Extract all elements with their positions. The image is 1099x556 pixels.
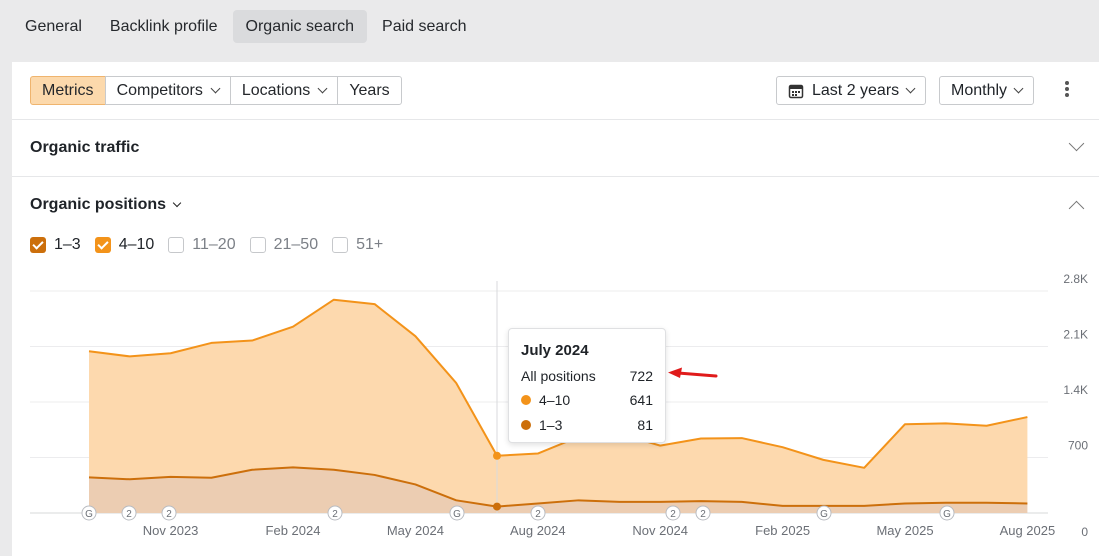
google-update-marker-icon <box>816 505 832 521</box>
google-update-marker-icon <box>939 505 955 521</box>
locations-dropdown[interactable]: Locations <box>229 76 339 105</box>
series-dot-icon <box>521 420 531 430</box>
tab-paid-search[interactable]: Paid search <box>382 18 467 35</box>
granularity-label: Monthly <box>951 82 1008 99</box>
metrics-button[interactable]: Metrics <box>30 76 106 105</box>
top-tab-bar: General Backlink profile Organic search … <box>12 10 480 43</box>
checkbox-box <box>168 237 185 253</box>
google-update-marker-label: 2 <box>332 509 338 520</box>
calendar-icon <box>788 84 804 98</box>
organic-positions-label: Organic positions <box>30 196 167 213</box>
google-update-marker-icon <box>665 505 681 521</box>
checkbox-51-plus[interactable]: 51+ <box>332 236 383 254</box>
x-tick-label: Aug 2024 <box>510 523 566 538</box>
more-options-icon[interactable] <box>1062 81 1072 101</box>
chart-tooltip: July 2024 All positions 722 4–10 641 1–3… <box>508 328 666 443</box>
x-tick-label: Nov 2023 <box>143 523 199 538</box>
tooltip-series-label: 4–10 <box>539 392 571 408</box>
series-area-1-3 <box>89 467 1028 513</box>
x-tick-label: Nov 2024 <box>632 523 688 538</box>
organic-traffic-label: Organic traffic <box>30 139 140 156</box>
checkbox-box <box>332 237 349 253</box>
checkbox-11-20[interactable]: 11–20 <box>168 236 236 254</box>
tooltip-series-label: 1–3 <box>539 417 563 433</box>
x-tick-label: Feb 2024 <box>266 523 321 538</box>
granularity-dropdown[interactable]: Monthly <box>939 76 1035 105</box>
y-tick-label: 2.1K <box>1063 328 1088 342</box>
tooltip-row-4-10: 4–10 641 <box>521 391 653 409</box>
date-range-dropdown[interactable]: Last 2 years <box>776 76 927 105</box>
locations-label: Locations <box>241 82 311 99</box>
hover-point-4-10 <box>493 451 501 460</box>
google-update-marker-icon <box>530 505 546 521</box>
google-update-marker-label: 2 <box>126 509 132 520</box>
tooltip-series-value: 81 <box>637 417 653 433</box>
x-tick-label: Feb 2025 <box>755 523 810 538</box>
checkbox-label: 51+ <box>356 236 384 253</box>
y-tick-label: 0 <box>1081 525 1088 539</box>
checkbox-box <box>249 237 266 253</box>
tooltip-all-label: All positions <box>521 368 596 384</box>
y-tick-label: 700 <box>1068 439 1088 453</box>
date-range-label: Last 2 years <box>812 82 900 99</box>
years-button[interactable]: Years <box>337 76 402 105</box>
google-update-marker-label: G <box>820 509 828 520</box>
organic-positions-chart[interactable]: 0 700 1.4K 2.1K 2.8K Nov 2023 Feb 2024 May 2024… <box>12 62 1099 556</box>
google-update-marker-label: 2 <box>166 509 172 520</box>
tooltip-all-value: 722 <box>629 368 653 384</box>
series-dot-icon <box>521 395 531 405</box>
organic-traffic-title[interactable]: Organic traffic <box>30 139 139 157</box>
metrics-button-group: Metrics Competitors Locations Years <box>30 76 402 105</box>
google-update-marker-label: G <box>943 509 951 520</box>
hover-point-1-3 <box>493 502 501 511</box>
organic-traffic-section: Organic traffic <box>12 120 1099 177</box>
checkbox-box <box>30 237 46 253</box>
tab-backlink-profile[interactable]: Backlink profile <box>109 18 218 35</box>
google-update-marker-icon <box>327 505 343 521</box>
x-tick-label: Aug 2025 <box>1000 523 1056 538</box>
google-update-marker-label: 2 <box>700 509 706 520</box>
tooltip-title: July 2024 <box>521 342 589 359</box>
checkbox-4-10[interactable]: 4–10 <box>94 236 155 254</box>
checkbox-label: 21–50 <box>273 236 319 253</box>
checkbox-label: 1–3 <box>54 236 81 253</box>
x-tick-label: May 2024 <box>387 523 444 538</box>
checkbox-1-3[interactable]: 1–3 <box>30 236 81 254</box>
years-label: Years <box>349 82 390 99</box>
competitors-label: Competitors <box>116 82 203 99</box>
google-update-marker-icon <box>81 505 97 521</box>
tab-organic-search[interactable]: Organic search <box>232 10 368 43</box>
toolbar: Metrics Competitors Locations Years Last… <box>12 62 1099 120</box>
competitors-dropdown[interactable]: Competitors <box>104 76 231 105</box>
metrics-label: Metrics <box>42 82 94 99</box>
y-tick-label: 1.4K <box>1063 383 1088 397</box>
google-update-marker-icon <box>449 505 465 521</box>
google-update-marker-label: G <box>453 509 461 520</box>
position-filter-checkboxes: 1–3 4–10 11–20 21–50 51+ <box>30 236 397 254</box>
main-card: Metrics Competitors Locations Years Last… <box>12 62 1099 556</box>
tooltip-row-1-3: 1–3 81 <box>521 416 653 434</box>
series-area-4-10 <box>89 299 1028 507</box>
tooltip-series-value: 641 <box>629 392 653 408</box>
red-arrow-annotation-icon <box>668 367 718 378</box>
google-update-marker-icon <box>695 505 711 521</box>
google-update-marker-label: 2 <box>535 509 541 520</box>
series-line-1-3 <box>88 466 1028 508</box>
y-tick-label: 2.8K <box>1063 272 1088 286</box>
checkbox-21-50[interactable]: 21–50 <box>249 236 319 254</box>
tab-general[interactable]: General <box>25 18 82 35</box>
x-tick-label: May 2025 <box>876 523 933 538</box>
checkbox-label: 4–10 <box>118 236 155 253</box>
tooltip-row-all: All positions 722 <box>521 367 653 385</box>
google-update-marker-icon <box>121 505 137 521</box>
series-line-4-10 <box>88 298 1028 469</box>
organic-positions-title[interactable]: Organic positions <box>30 196 182 214</box>
organic-positions-header: Organic positions <box>12 177 1099 234</box>
checkbox-box <box>94 237 111 253</box>
google-update-marker-label: 2 <box>670 509 676 520</box>
google-update-marker-label: G <box>85 509 93 520</box>
checkbox-label: 11–20 <box>192 236 236 253</box>
google-update-marker-icon <box>161 505 177 521</box>
